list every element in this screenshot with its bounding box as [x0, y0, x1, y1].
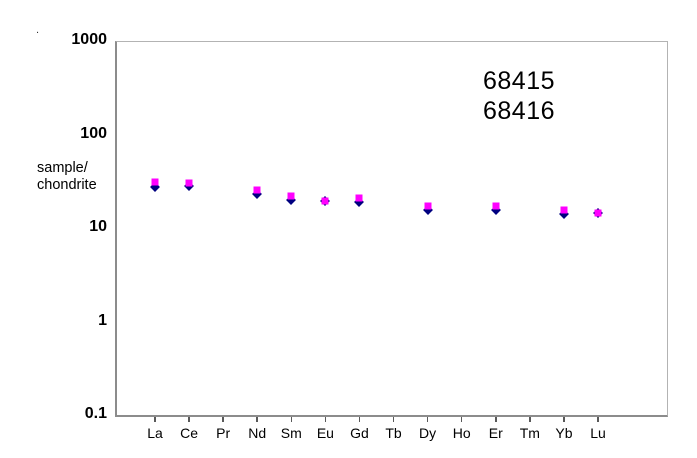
- point-68416-Ce: [185, 179, 193, 187]
- point-68416-Er: [492, 202, 500, 210]
- point-68416-Yb: [560, 206, 568, 214]
- y-tick-label-100: 100: [80, 124, 107, 142]
- sample-label-68416: 68416: [483, 97, 556, 125]
- x-tick-mark-Tb: [392, 417, 395, 422]
- y-tick-label-10: 10: [89, 218, 107, 235]
- x-tick-label-Sm: Sm: [280, 425, 302, 441]
- stray-dot: .: [36, 24, 40, 36]
- sample-label-68415: 68415: [483, 67, 556, 95]
- y-axis-title: sample/ chondrite: [37, 160, 97, 194]
- x-tick-label-Ho: Ho: [452, 425, 471, 441]
- x-tick-label-Eu: Eu: [316, 425, 334, 441]
- y-tick-label-0.1: 0.1: [84, 405, 107, 422]
- x-tick-mark-Dy: [426, 417, 429, 422]
- point-68416-La: [151, 178, 159, 186]
- x-tick-mark-La: [154, 417, 156, 422]
- x-tick-mark-Sm: [290, 417, 293, 422]
- x-tick-label-Lu: Lu: [590, 425, 606, 441]
- x-tick-mark-Eu: [324, 417, 327, 422]
- x-tick-label-Yb: Yb: [555, 425, 573, 441]
- point-68416-Gd: [355, 194, 363, 202]
- x-tick-mark-Ho: [460, 417, 463, 422]
- x-tick-mark-Nd: [256, 417, 258, 422]
- point-68416-Lu: [594, 209, 602, 217]
- plot-area: [115, 41, 668, 417]
- x-tick-label-Er: Er: [488, 425, 503, 441]
- y-tick-label-1: 1: [98, 311, 107, 329]
- x-tick-label-Tb: Tb: [385, 425, 402, 441]
- x-tick-mark-Yb: [563, 417, 565, 422]
- x-tick-mark-Tm: [529, 417, 531, 422]
- x-tick-mark-Gd: [358, 417, 361, 422]
- y-tick-label-1000: 1000: [71, 31, 107, 48]
- x-tick-label-Ce: Ce: [180, 425, 199, 441]
- y-axis-title-line1: sample/: [37, 160, 88, 176]
- point-68416-Sm: [287, 192, 295, 200]
- x-tick-mark-Er: [495, 417, 497, 422]
- x-tick-mark-Ce: [188, 417, 190, 422]
- sample-id-annotation: 68415 68416: [483, 66, 555, 126]
- point-68416-Dy: [424, 202, 432, 210]
- x-tick-label-La: La: [147, 425, 163, 441]
- point-68416-Nd: [253, 186, 261, 194]
- y-axis-title-line2: chondrite: [37, 177, 97, 193]
- x-tick-label-Gd: Gd: [350, 425, 369, 441]
- x-tick-mark-Lu: [597, 417, 599, 422]
- x-tick-label-Pr: Pr: [216, 425, 231, 441]
- x-tick-label-Dy: Dy: [419, 425, 437, 441]
- point-68416-Eu: [321, 197, 329, 205]
- x-tick-label-Tm: Tm: [519, 425, 540, 441]
- x-tick-mark-Pr: [222, 417, 224, 422]
- x-tick-label-Nd: Nd: [248, 425, 267, 441]
